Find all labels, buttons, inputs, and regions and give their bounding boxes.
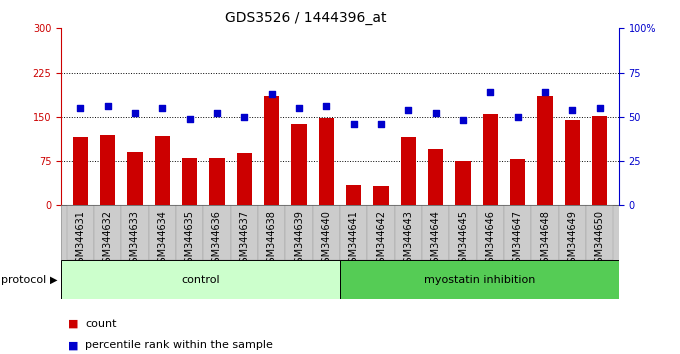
Bar xyxy=(61,205,619,260)
Text: GSM344637: GSM344637 xyxy=(239,210,250,269)
Bar xyxy=(422,205,449,260)
Bar xyxy=(258,205,286,260)
Bar xyxy=(61,260,340,299)
Text: GSM344647: GSM344647 xyxy=(513,210,523,269)
Bar xyxy=(209,158,224,205)
Bar xyxy=(346,185,361,205)
Bar xyxy=(531,205,559,260)
Point xyxy=(294,105,305,111)
Bar xyxy=(537,96,553,205)
Bar xyxy=(559,205,586,260)
Text: protocol: protocol xyxy=(1,275,47,285)
Text: GSM344648: GSM344648 xyxy=(540,210,550,269)
Text: GSM344642: GSM344642 xyxy=(376,210,386,269)
Text: GSM344644: GSM344644 xyxy=(430,210,441,269)
Text: GSM344639: GSM344639 xyxy=(294,210,304,269)
Bar xyxy=(483,114,498,205)
Bar xyxy=(94,205,121,260)
Point xyxy=(75,105,86,111)
Point xyxy=(567,107,578,113)
Text: GSM344640: GSM344640 xyxy=(322,210,331,269)
Point xyxy=(102,103,113,109)
Bar xyxy=(67,205,94,260)
Text: GSM344632: GSM344632 xyxy=(103,210,113,269)
Text: ■: ■ xyxy=(68,319,78,329)
Point xyxy=(348,121,359,127)
Bar xyxy=(373,186,388,205)
Text: GSM344646: GSM344646 xyxy=(486,210,495,269)
Point xyxy=(184,116,195,121)
Text: GSM344641: GSM344641 xyxy=(349,210,358,269)
Text: ■: ■ xyxy=(68,340,78,350)
Text: GSM344645: GSM344645 xyxy=(458,210,468,269)
Bar xyxy=(319,118,334,205)
Point xyxy=(239,114,250,120)
Text: GSM344649: GSM344649 xyxy=(567,210,577,269)
Text: myostatin inhibition: myostatin inhibition xyxy=(424,275,535,285)
Bar xyxy=(449,205,477,260)
Text: GSM344633: GSM344633 xyxy=(130,210,140,269)
Point xyxy=(130,110,141,116)
Bar xyxy=(367,205,394,260)
Text: count: count xyxy=(85,319,116,329)
Bar xyxy=(504,205,531,260)
Bar xyxy=(586,205,613,260)
Bar xyxy=(286,205,313,260)
Text: ▶: ▶ xyxy=(50,275,57,285)
Point xyxy=(211,110,222,116)
Text: GSM344634: GSM344634 xyxy=(157,210,167,269)
Text: GSM344635: GSM344635 xyxy=(185,210,194,269)
Point xyxy=(512,114,523,120)
Bar xyxy=(477,205,504,260)
Text: GDS3526 / 1444396_at: GDS3526 / 1444396_at xyxy=(225,11,387,25)
Bar xyxy=(510,159,525,205)
Text: GSM344638: GSM344638 xyxy=(267,210,277,269)
Bar xyxy=(394,205,422,260)
Point xyxy=(375,121,386,127)
Point xyxy=(403,107,413,113)
Text: GSM344636: GSM344636 xyxy=(212,210,222,269)
Bar xyxy=(340,205,367,260)
Bar xyxy=(565,120,580,205)
Bar xyxy=(121,205,149,260)
Point xyxy=(321,103,332,109)
Bar xyxy=(176,205,203,260)
Bar xyxy=(237,153,252,205)
Bar xyxy=(340,260,619,299)
Bar xyxy=(100,135,115,205)
Bar xyxy=(313,205,340,260)
Bar xyxy=(73,137,88,205)
Text: GSM344631: GSM344631 xyxy=(75,210,85,269)
Point xyxy=(458,118,469,123)
Bar xyxy=(428,149,443,205)
Bar xyxy=(401,137,416,205)
Bar xyxy=(127,152,143,205)
Bar xyxy=(149,205,176,260)
Bar xyxy=(231,205,258,260)
Point xyxy=(157,105,168,111)
Bar xyxy=(292,124,307,205)
Point xyxy=(539,89,550,95)
Point xyxy=(430,110,441,116)
Bar xyxy=(264,96,279,205)
Bar xyxy=(182,158,197,205)
Text: control: control xyxy=(182,275,220,285)
Bar xyxy=(592,116,607,205)
Point xyxy=(485,89,496,95)
Text: GSM344650: GSM344650 xyxy=(595,210,605,269)
Bar xyxy=(456,161,471,205)
Bar xyxy=(155,136,170,205)
Bar xyxy=(203,205,231,260)
Point xyxy=(594,105,605,111)
Text: GSM344643: GSM344643 xyxy=(403,210,413,269)
Point xyxy=(267,91,277,97)
Text: percentile rank within the sample: percentile rank within the sample xyxy=(85,340,273,350)
